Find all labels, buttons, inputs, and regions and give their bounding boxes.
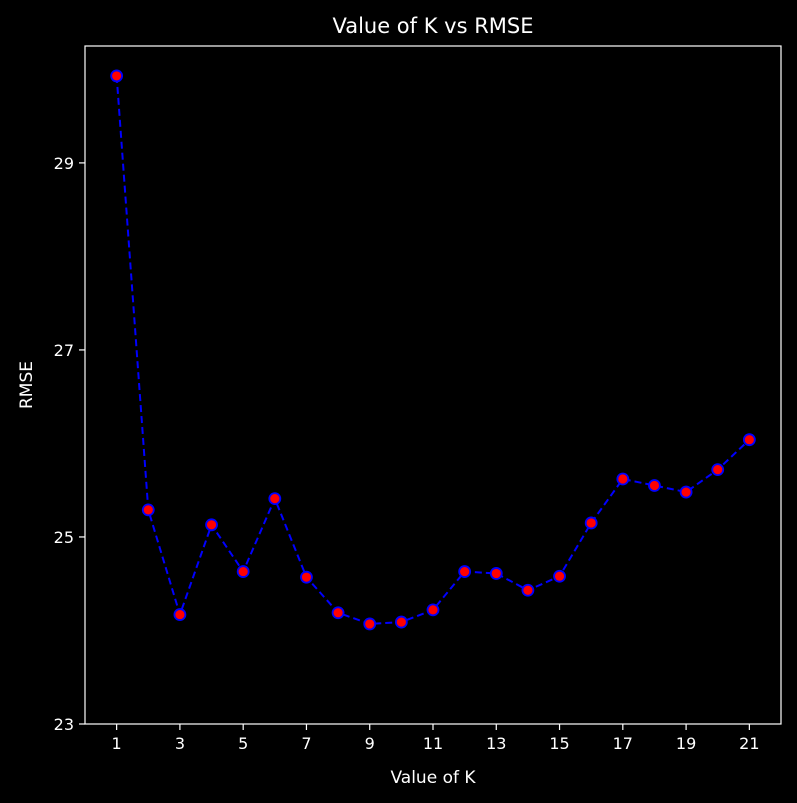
chart-title: Value of K vs RMSE (332, 14, 533, 38)
data-point (173, 608, 187, 621)
data-point (363, 617, 377, 631)
data-point (394, 615, 408, 629)
x-tick-label: 15 (549, 734, 569, 753)
x-axis-label: Value of K (390, 768, 476, 788)
data-point (141, 503, 155, 517)
data-point (236, 565, 250, 578)
y-tick-label: 25 (54, 528, 74, 547)
x-tick-label: 1 (112, 734, 122, 753)
x-tick-label: 9 (365, 734, 375, 753)
x-tick-label: 13 (486, 734, 506, 753)
x-tick-label: 7 (301, 734, 311, 753)
data-point (331, 606, 345, 620)
y-tick-label: 27 (54, 341, 74, 360)
data-point (742, 433, 756, 447)
x-tick-label: 3 (175, 734, 185, 753)
x-tick-label: 17 (613, 734, 633, 753)
data-point (521, 583, 535, 597)
data-point (616, 472, 630, 486)
data-point (711, 463, 725, 477)
x-tick-label: 19 (676, 734, 696, 753)
data-point (458, 565, 472, 578)
x-tick-label: 21 (739, 734, 759, 753)
data-point (584, 516, 598, 530)
data-point (205, 518, 218, 532)
data-point (110, 69, 124, 83)
y-tick-label: 23 (54, 715, 74, 734)
data-point (300, 570, 313, 584)
data-point (489, 567, 503, 580)
data-point (553, 569, 566, 583)
data-point (648, 479, 661, 492)
data-point (268, 492, 282, 506)
y-axis-label: RMSE (17, 361, 37, 409)
y-tick-label: 29 (54, 154, 74, 173)
data-point (679, 485, 693, 499)
x-tick-label: 5 (238, 734, 248, 753)
data-point (426, 603, 440, 617)
x-tick-label: 11 (423, 734, 443, 753)
